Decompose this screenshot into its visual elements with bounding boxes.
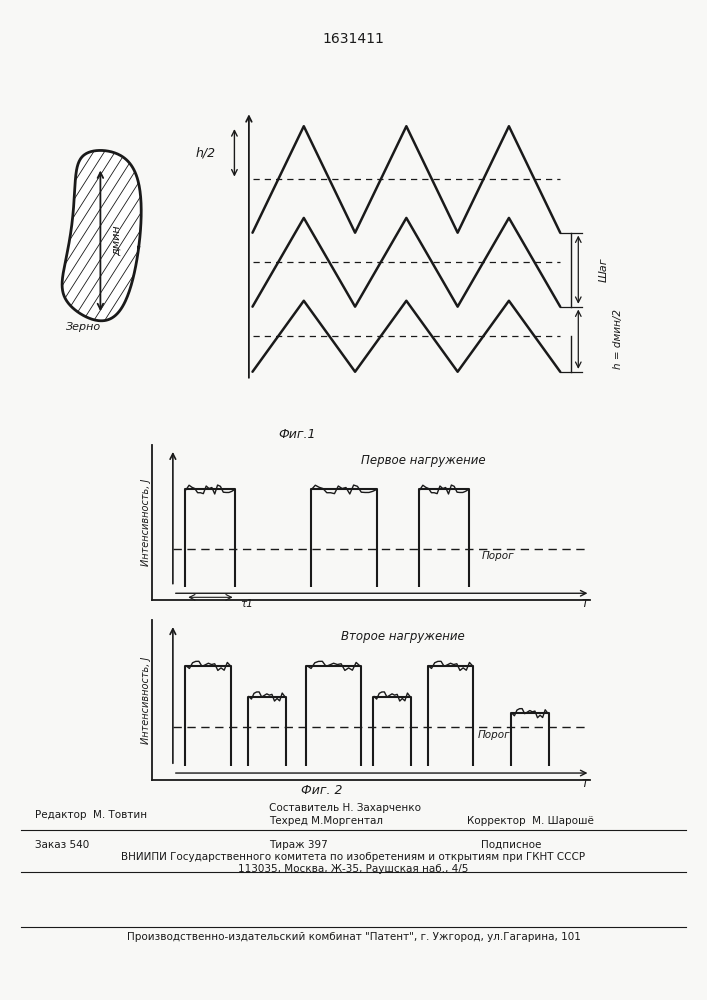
Text: Зерно: Зерно (66, 322, 101, 332)
Y-axis label: Интенсивность, J: Интенсивность, J (141, 479, 151, 566)
Text: дмин: дмин (112, 226, 122, 256)
Text: Фиг. 2: Фиг. 2 (301, 784, 342, 797)
Text: h = dмин/2: h = dмин/2 (613, 309, 623, 369)
Text: Шаг: Шаг (599, 257, 609, 282)
Text: Порог: Порог (481, 551, 515, 561)
Text: ВНИИПИ Государственного комитета по изобретениям и открытиям при ГКНТ СССР: ВНИИПИ Государственного комитета по изоб… (122, 852, 585, 862)
Text: τ1: τ1 (240, 599, 252, 609)
Y-axis label: Интенсивность, J: Интенсивность, J (141, 656, 151, 744)
Text: Фиг.1: Фиг.1 (278, 428, 316, 441)
Text: Производственно-издательский комбинат "Патент", г. Ужгород, ул.Гагарина, 101: Производственно-издательский комбинат "П… (127, 932, 580, 942)
Text: Корректор  М. Шарошё: Корректор М. Шарошё (467, 816, 593, 826)
Text: Второе нагружение: Второе нагружение (341, 630, 464, 643)
Text: Заказ 540: Заказ 540 (35, 840, 90, 850)
Text: Порог: Порог (478, 730, 510, 740)
Text: Подписное: Подписное (481, 840, 541, 850)
Text: Составитель Н. Захарченко: Составитель Н. Захарченко (269, 803, 421, 813)
Text: h/2: h/2 (195, 146, 216, 159)
Text: T: T (582, 779, 588, 789)
Text: 1631411: 1631411 (322, 32, 385, 46)
Text: Первое нагружение: Первое нагружение (361, 454, 486, 467)
Text: Техред М.Моргентал: Техред М.Моргентал (269, 816, 382, 826)
Text: Редактор  М. Товтин: Редактор М. Товтин (35, 810, 148, 820)
Polygon shape (62, 150, 141, 321)
Text: 113035, Москва, Ж-35, Раушская наб., 4/5: 113035, Москва, Ж-35, Раушская наб., 4/5 (238, 864, 469, 874)
Text: Тираж 397: Тираж 397 (269, 840, 327, 850)
Text: T: T (582, 599, 588, 609)
